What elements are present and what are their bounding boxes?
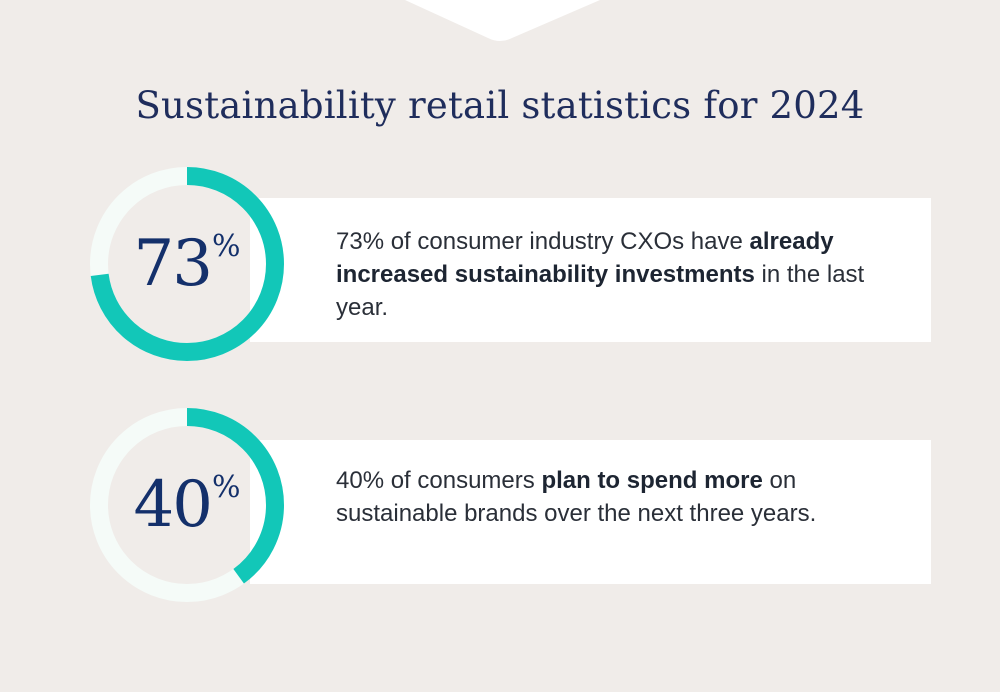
stat-1-description: 73% of consumer industry CXOs have alrea…: [336, 225, 871, 324]
stat-2-value: 40: [133, 468, 213, 542]
stat-1-value: 73: [133, 227, 213, 301]
stat-1-text-bold: already increased sustainability investm…: [336, 228, 834, 288]
stat-card-1: 73% of consumer industry CXOs have alrea…: [250, 198, 931, 342]
ring-1-graphic: [90, 167, 284, 361]
stat-2-text-a: 40% of consumers: [336, 467, 542, 494]
stat-2-text-b: on sustainable brands over the next thre…: [336, 467, 817, 527]
stat-2-percent: 40%: [80, 398, 294, 612]
stat-2-progress-ring: 40%: [80, 398, 294, 612]
stat-1-progress-ring: 73%: [80, 157, 294, 371]
stat-2-text-bold: plan to spend more: [541, 467, 763, 494]
stat-1-percent: 73%: [80, 157, 294, 371]
stat-card-2: 40% of consumers plan to spend more on s…: [250, 440, 931, 584]
percent-sign: %: [211, 470, 241, 505]
percent-sign: %: [211, 229, 241, 264]
top-notch-shape: [405, 0, 600, 41]
ring-2-graphic: [90, 408, 284, 602]
stat-2-description: 40% of consumers plan to spend more on s…: [336, 464, 871, 530]
stat-1-text-b: in the last year.: [336, 261, 865, 321]
stat-1-text-a: 73% of consumer industry CXOs have: [336, 228, 750, 255]
page-title: Sustainability retail statistics for 202…: [135, 84, 865, 127]
